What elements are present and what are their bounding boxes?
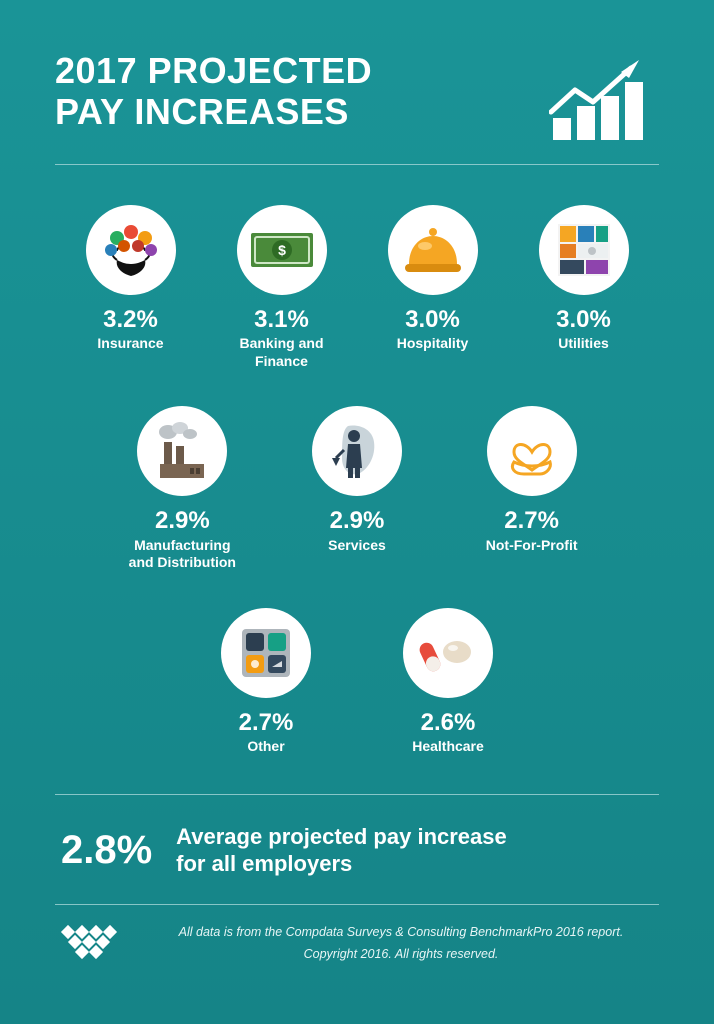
footer-copyright: Copyright 2016. All rights reserved. [304,947,499,961]
summary-pct: 2.8% [61,828,152,873]
divider-top [55,164,659,165]
category-pct: 3.2% [103,307,158,333]
divider-bottom [55,904,659,905]
category-label: Utilities [558,335,609,353]
divider-mid [55,794,659,795]
category-pct: 2.9% [330,508,385,534]
category-utilities: 3.0% Utilities [509,205,659,370]
infographic-page: 2017 PROJECTED PAY INCREASES [0,0,714,1024]
title-line-2: PAY INCREASES [55,91,349,132]
category-services: 2.9% Services [282,406,432,571]
grid-row: 3.2% Insurance $ 3.1% Banking and Financ… [55,205,659,370]
category-insurance: 3.2% Insurance [56,205,206,370]
category-hospitality: 3.0% Hospitality [358,205,508,370]
category-pct: 2.6% [421,710,476,736]
category-pct: 3.0% [405,307,460,333]
category-pct: 2.9% [155,508,210,534]
grid-row: 2.7% Other 2.6% Healthcare [55,608,659,756]
footer-text: All data is from the Compdata Surveys & … [143,921,659,966]
category-label: Healthcare [412,738,484,756]
grid-row: 2.9% Manufacturing and Distribution [55,406,659,571]
footer-source: All data is from the Compdata Surveys & … [179,925,624,939]
category-label: Other [247,738,284,756]
page-title: 2017 PROJECTED PAY INCREASES [55,50,372,133]
nonprofit-icon [487,406,577,496]
summary-row: 2.8% Average projected pay increase for … [55,823,659,878]
category-healthcare: 2.6% Healthcare [373,608,523,756]
category-label: Not-For-Profit [486,537,578,555]
category-label: Banking and Finance [239,335,323,370]
summary-text: Average projected pay increase for all e… [176,823,507,878]
category-manufacturing: 2.9% Manufacturing and Distribution [107,406,257,571]
category-banking: $ 3.1% Banking and Finance [207,205,357,370]
category-pct: 2.7% [239,710,294,736]
hospitality-icon [388,205,478,295]
category-label: Manufacturing and Distribution [129,537,236,572]
svg-text:$: $ [278,242,286,258]
category-nonprofit: 2.7% Not-For-Profit [457,406,607,571]
utilities-icon [539,205,629,295]
category-grid: 3.2% Insurance $ 3.1% Banking and Financ… [55,205,659,756]
category-label: Hospitality [397,335,469,353]
services-icon [312,406,402,496]
category-pct: 2.7% [504,508,559,534]
growth-chart-icon [549,54,659,142]
other-icon [221,608,311,698]
category-other: 2.7% Other [191,608,341,756]
category-label: Services [328,537,386,555]
brand-logo-icon [55,923,119,963]
footer: All data is from the Compdata Surveys & … [55,921,659,966]
banking-icon: $ [237,205,327,295]
title-line-1: 2017 PROJECTED [55,50,372,91]
category-pct: 3.0% [556,307,611,333]
header: 2017 PROJECTED PAY INCREASES [55,50,659,142]
category-pct: 3.1% [254,307,309,333]
healthcare-icon [403,608,493,698]
insurance-icon [86,205,176,295]
category-label: Insurance [97,335,163,353]
manufacturing-icon [137,406,227,496]
